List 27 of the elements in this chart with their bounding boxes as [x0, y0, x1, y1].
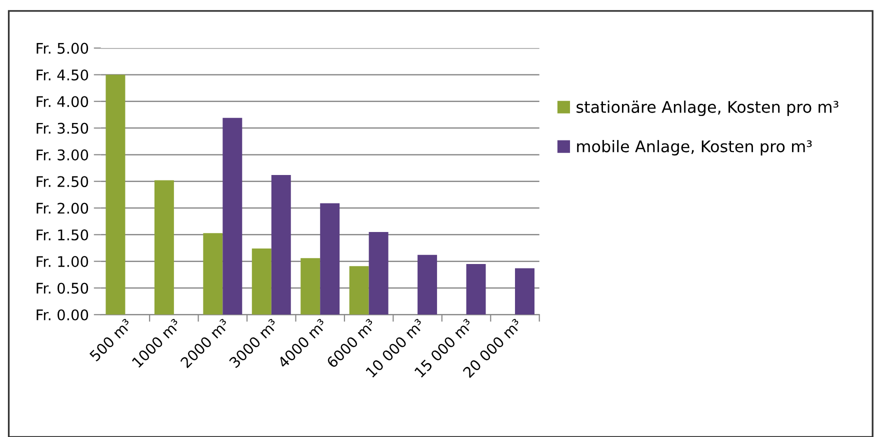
bar — [203, 233, 223, 315]
y-tick-label: Fr. 5.00 — [36, 42, 88, 54]
bar — [154, 180, 174, 315]
bar — [349, 266, 369, 315]
bar — [106, 74, 126, 315]
bar — [514, 268, 534, 315]
bar — [418, 254, 438, 315]
y-tick-label: Fr. 3.50 — [36, 122, 88, 134]
y-tick-label: Fr. 1.00 — [36, 256, 88, 268]
y-tick-label: Fr. 1.50 — [36, 229, 88, 240]
bar — [300, 258, 320, 315]
bar — [271, 174, 291, 315]
bar — [252, 248, 272, 315]
bar — [466, 264, 486, 315]
bar — [368, 232, 388, 315]
bar — [320, 203, 340, 315]
x-tick-label: 500 m³ — [89, 318, 133, 362]
y-tick-label: Fr. 2.50 — [36, 176, 88, 188]
y-tick-label: Fr. 4.00 — [36, 96, 88, 108]
legend-label: stationäre Anlage, Kosten pro m³ — [576, 100, 838, 116]
y-tick-label: Fr. 0.50 — [36, 282, 88, 294]
y-tick-label: Fr. 0.00 — [36, 309, 88, 320]
y-tick-label: Fr. 4.50 — [36, 69, 88, 80]
y-tick-label: Fr. 3.00 — [36, 149, 88, 160]
y-tick-label: Fr. 2.00 — [36, 202, 88, 214]
legend-label: mobile Anlage, Kosten pro m³ — [577, 140, 812, 156]
bar — [222, 118, 242, 315]
